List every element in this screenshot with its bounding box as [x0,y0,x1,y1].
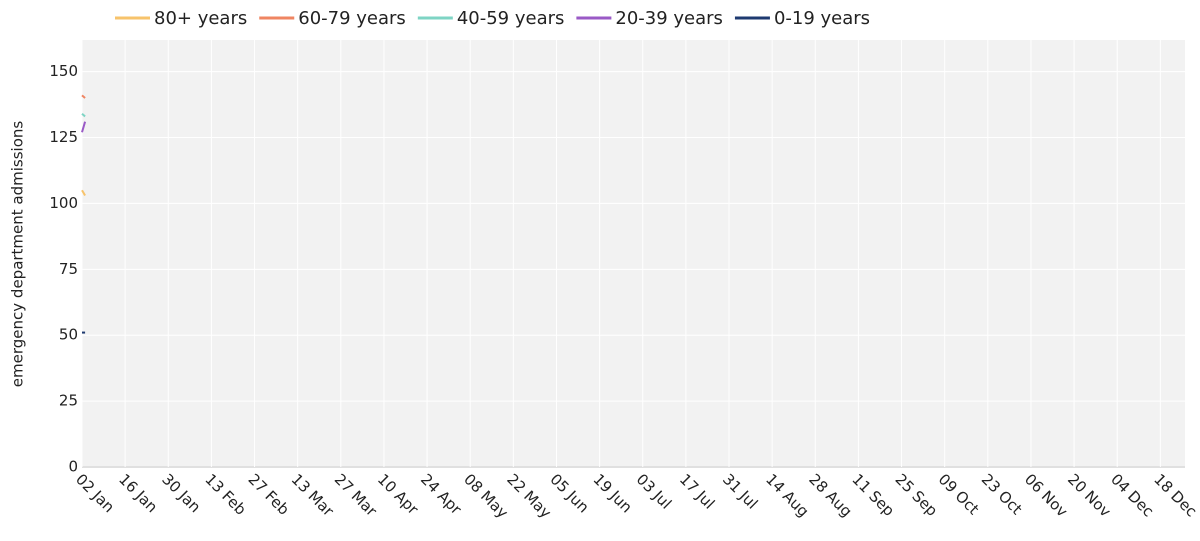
y-tick-label: 0 [68,458,78,476]
legend-label: 0-19 years [774,8,870,29]
plot-area [82,40,1185,467]
x-tick-label: 17 Jul [676,470,718,512]
x-tick-label: 19 Jun [590,470,636,516]
x-tick-label: 10 Apr [374,470,423,519]
x-tick-label: 20 Nov [1064,470,1114,520]
x-tick-label: 11 Sep [848,470,898,520]
x-tick-label: 30 Jan [158,470,204,516]
x-tick-label: 31 Jul [719,470,761,512]
x-tick-label: 09 Oct [935,470,983,518]
legend-label: 80+ years [154,8,247,29]
x-tick-label: 25 Sep [892,470,942,520]
series-line [81,189,86,197]
x-tick-label: 02 Jan [72,470,118,516]
series-line [81,121,87,133]
x-tick-label: 27 Feb [245,470,293,518]
x-tick-label: 18 Dec [1150,470,1200,520]
x-tick-label: 16 Jan [115,470,161,516]
x-tick-label: 28 Aug [805,470,855,520]
x-tick-label: 22 May [503,470,555,522]
x-tick-label: 03 Jul [633,470,675,512]
y-tick-label: 150 [49,62,78,80]
x-tick-label: 27 Mar [331,470,381,520]
y-tick-label: 125 [49,128,78,146]
x-tick-label: 13 Feb [201,470,249,518]
y-tick-label: 50 [59,326,78,344]
x-tick-label: 04 Dec [1107,470,1157,520]
x-tick-label: 13 Mar [288,470,338,520]
y-axis-label: emergency department admissions [9,121,27,388]
x-tick-label: 14 Aug [762,470,812,520]
legend-label: 20-39 years [615,8,723,29]
x-tick-label: 06 Nov [1021,470,1071,520]
x-tick-label: 08 May [460,470,512,522]
x-tick-label: 23 Oct [978,470,1026,518]
y-tick-label: 25 [59,392,78,410]
series-line [81,94,86,99]
legend-label: 60-79 years [298,8,406,29]
y-tick-label: 100 [49,194,78,212]
series-line [81,113,86,118]
x-tick-label: 24 Apr [417,470,466,519]
y-tick-label: 75 [59,260,78,278]
legend-label: 40-59 years [457,8,565,29]
